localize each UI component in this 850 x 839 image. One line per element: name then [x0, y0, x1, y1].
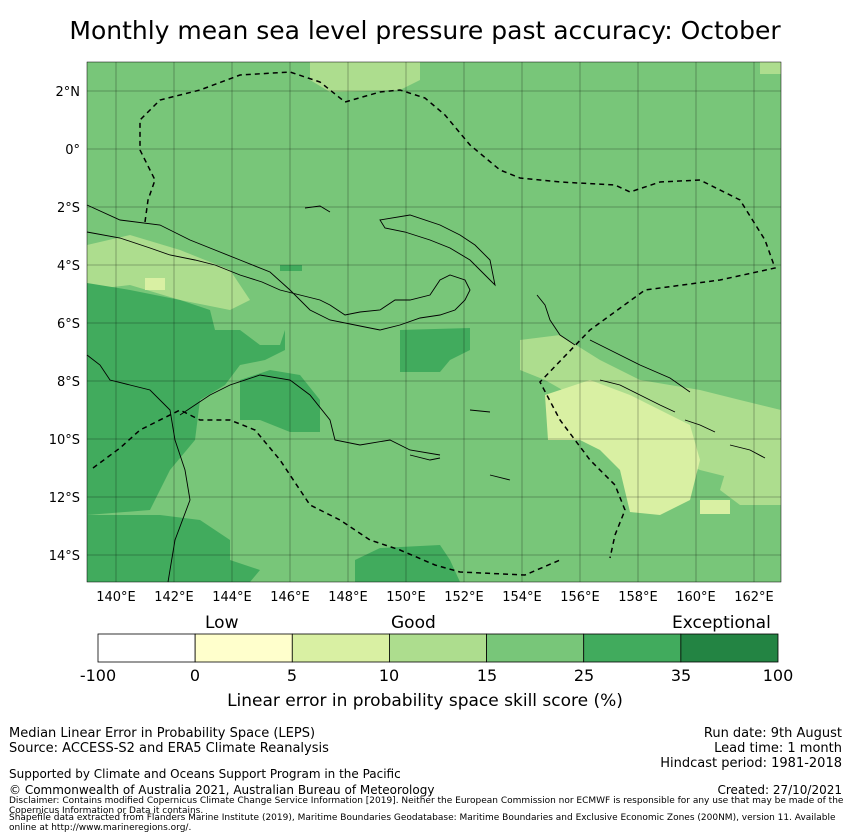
chart-title: Monthly mean sea level pressure past acc… — [69, 16, 781, 45]
lat-tick: 12°S — [49, 491, 80, 506]
lat-tick: 4°S — [57, 259, 80, 274]
support-text: Supported by Climate and Oceans Support … — [9, 767, 401, 781]
colorbar-swatch — [486, 633, 585, 663]
fair-skill-regions — [145, 278, 730, 515]
colorbar-swatch — [389, 633, 487, 663]
colorbar-tick: 35 — [670, 666, 692, 685]
colorbar-category-good: Good — [391, 613, 436, 633]
colorbar-swatch — [194, 633, 293, 663]
created-date: Created: 27/10/2021 — [717, 783, 842, 797]
hindcast-period: Hindcast period: 1981-2018 — [660, 756, 842, 771]
lon-tick: 162°E — [734, 590, 774, 605]
colorbar-tick: 25 — [573, 666, 595, 685]
lon-tick: 144°E — [212, 590, 252, 605]
lat-tick: 0° — [65, 143, 80, 158]
lon-tick: 142°E — [154, 590, 194, 605]
lon-tick: 154°E — [502, 590, 542, 605]
run-date: Run date: 9th August — [703, 726, 842, 741]
colorbar-label: Linear error in probability space skill … — [227, 691, 623, 711]
colorbar-tick: 15 — [476, 666, 498, 685]
skill-map: 140°E 142°E 144°E 146°E 148°E 150°E 152°… — [49, 61, 782, 605]
graticule — [87, 62, 781, 582]
method-text: Median Linear Error in Probability Space… — [9, 726, 316, 741]
lead-time: Lead time: 1 month — [714, 741, 842, 756]
lat-tick: 14°S — [49, 549, 80, 564]
colorbar-tick: -100 — [79, 666, 117, 685]
lat-tick: 10°S — [49, 433, 80, 448]
lon-axis: 140°E 142°E 144°E 146°E 148°E 150°E 152°… — [96, 590, 774, 605]
lat-tick: 2°S — [57, 201, 80, 216]
source-text: Source: ACCESS-S2 and ERA5 Climate Reana… — [9, 741, 329, 756]
copyright-text: © Commonwealth of Australia 2021, Austra… — [9, 783, 435, 797]
high-skill-regions — [87, 265, 470, 582]
lon-tick: 160°E — [676, 590, 716, 605]
colorbar — [97, 633, 779, 663]
coastlines — [86, 204, 766, 583]
eez-boundary — [92, 71, 776, 576]
lat-tick: 2°N — [56, 85, 81, 100]
colorbar-category-exceptional: Exceptional — [672, 613, 771, 633]
colorbar-tick: 5 — [286, 666, 298, 685]
lat-axis: 2°N 0° 2°S 4°S 6°S 8°S 10°S 12°S 14°S — [49, 85, 80, 564]
colorbar-swatch — [680, 633, 779, 663]
colorbar-swatch — [291, 633, 390, 663]
lat-tick: 8°S — [57, 375, 80, 390]
lon-tick: 150°E — [386, 590, 426, 605]
colorbar-swatch — [97, 633, 196, 663]
map-frame — [86, 61, 782, 583]
lon-tick: 158°E — [618, 590, 658, 605]
lon-tick: 146°E — [270, 590, 310, 605]
lon-tick: 140°E — [96, 590, 136, 605]
lon-tick: 152°E — [444, 590, 484, 605]
lon-tick: 148°E — [328, 590, 368, 605]
colorbar-tick: 0 — [189, 666, 201, 685]
colorbar-tick: 100 — [762, 666, 794, 685]
lat-tick: 6°S — [57, 317, 80, 332]
colorbar-swatch — [583, 633, 682, 663]
shapefile-text: Shapefile data extracted from Flanders M… — [9, 813, 836, 833]
colorbar-category-low: Low — [205, 613, 239, 633]
disclaimer-text: Disclaimer: Contains modified Copernicus… — [9, 796, 844, 816]
colorbar-tick: 10 — [378, 666, 400, 685]
lon-tick: 156°E — [560, 590, 600, 605]
